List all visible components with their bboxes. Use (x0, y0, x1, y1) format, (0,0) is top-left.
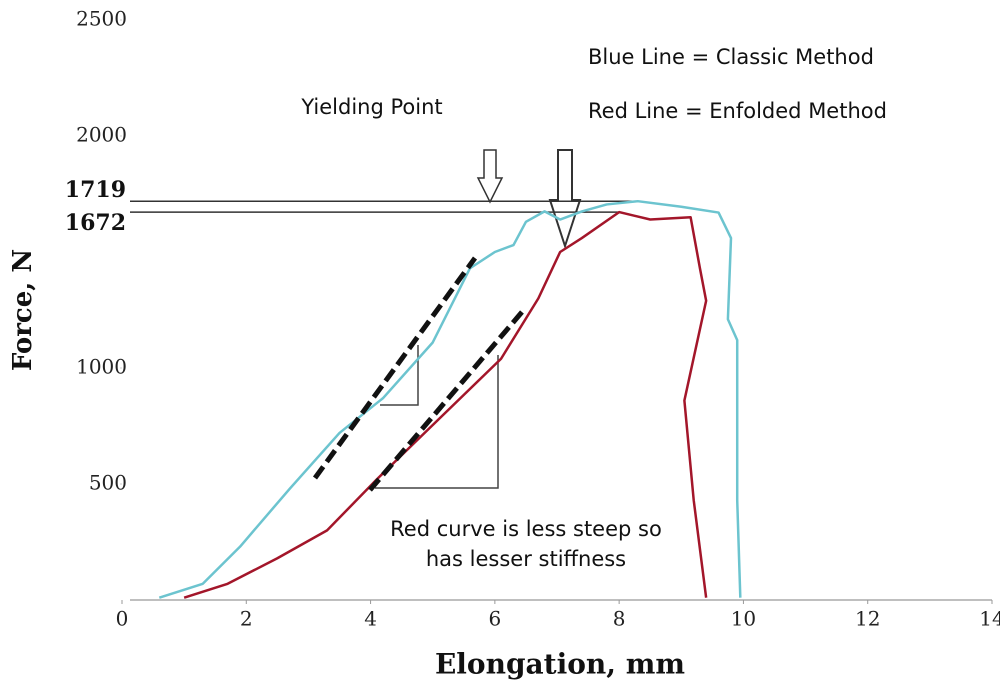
x-tick-label: 14 (979, 607, 1000, 631)
annotation: Yielding Point (300, 95, 442, 119)
data-line (183, 210, 708, 599)
x-tick-label: 6 (488, 607, 501, 631)
reference-label: 1672 (65, 210, 126, 236)
y-tick-label: 2500 (76, 7, 127, 31)
x-axis-title: Elongation, mm (435, 648, 685, 681)
x-tick-label: 2 (240, 607, 253, 631)
arrow (548, 149, 582, 250)
x-tick-label: 4 (364, 607, 377, 631)
plot-area: 0 2 4 6 8 10 12 14 500 1000 2000 2500 1719 1672 (65, 7, 1000, 631)
x-tick-label: 0 (116, 607, 129, 631)
legend-text: Red Line = Enfolded Method (588, 99, 887, 123)
y-tick-label: 500 (89, 471, 127, 495)
reference-label: 1719 (65, 177, 126, 203)
x-tick-label: 10 (731, 607, 756, 631)
y-tick-label: 2000 (76, 123, 127, 147)
y-tick-label: 1000 (76, 355, 127, 379)
y-axis-title: Force, N (8, 249, 38, 371)
stiffness-bracket (380, 345, 419, 406)
annotation: has lesser stiffness (426, 547, 626, 571)
stiffness-bracket (375, 355, 499, 489)
x-tick-label: 12 (855, 607, 880, 631)
annotation: Red curve is less steep so (390, 517, 662, 541)
x-tick-label: 8 (613, 607, 626, 631)
arrow (476, 149, 504, 204)
legend-text: Blue Line = Classic Method (588, 45, 874, 69)
slope-line (312, 256, 478, 480)
data-line (158, 199, 742, 599)
